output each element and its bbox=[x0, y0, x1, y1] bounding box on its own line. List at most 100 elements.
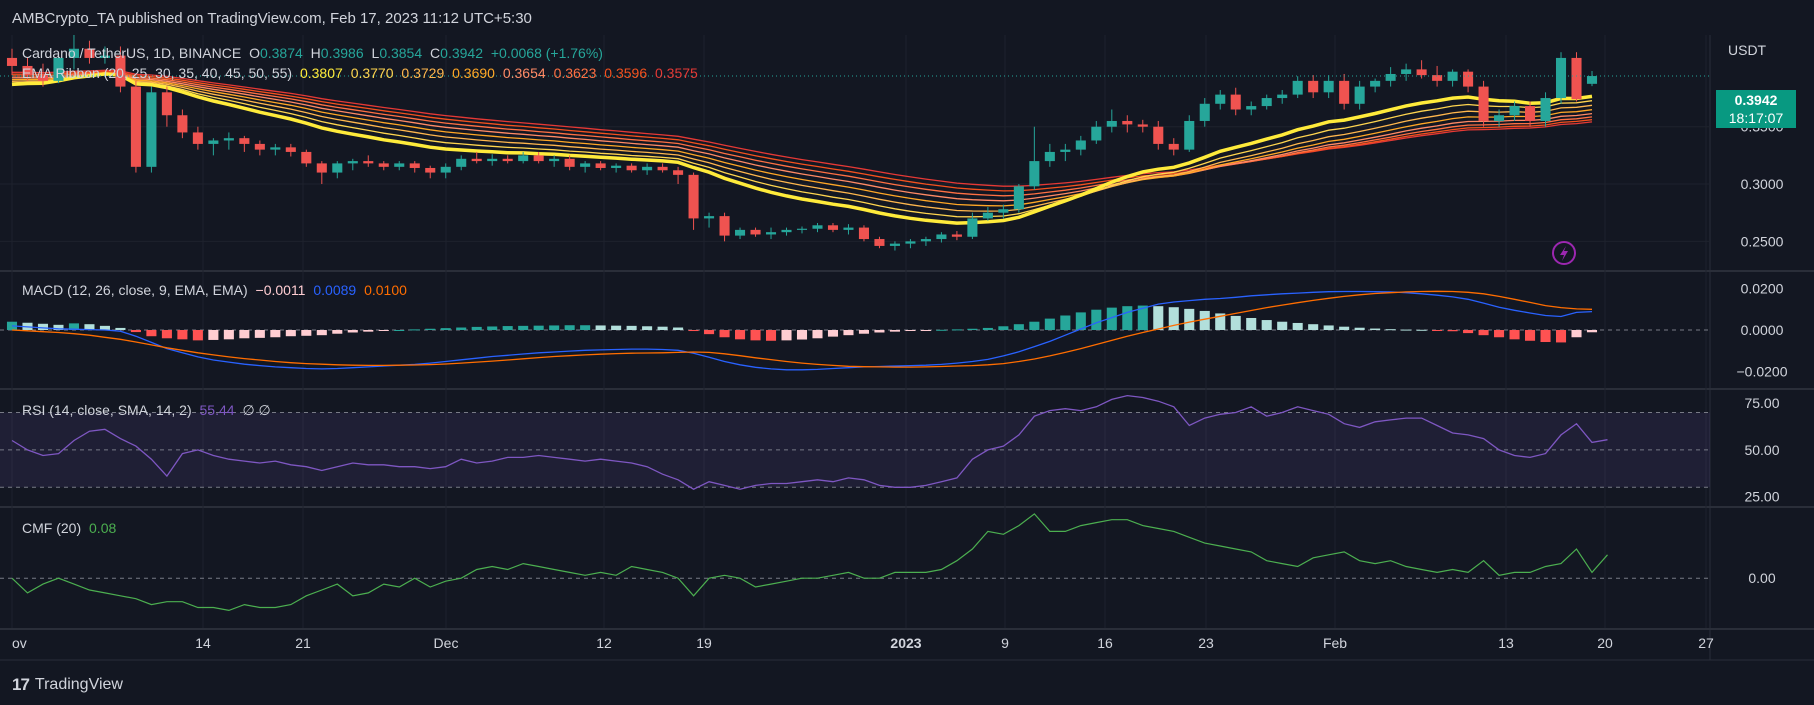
candle-body bbox=[456, 158, 467, 167]
macd-histogram-bar bbox=[611, 325, 622, 330]
macd-histogram-bar bbox=[982, 327, 993, 330]
candle-body bbox=[549, 158, 560, 162]
macd-histogram-bar bbox=[1370, 328, 1381, 330]
candle-body bbox=[1215, 94, 1226, 104]
rsi-title: RSI (14, close, SMA, 14, 2) bbox=[22, 402, 192, 418]
candle-body bbox=[1230, 94, 1241, 110]
macd-line-value: 0.0089 bbox=[313, 282, 357, 298]
macd-histogram-bar bbox=[858, 330, 869, 334]
candle-body bbox=[1013, 186, 1024, 210]
ema-ribbon-line bbox=[11, 73, 1593, 202]
candle-body bbox=[1432, 75, 1443, 81]
macd-histogram-bar bbox=[1029, 321, 1040, 330]
macd-histogram-bar bbox=[936, 329, 947, 331]
ema-value-4: 0.3690 bbox=[452, 65, 495, 81]
x-tick-label: 16 bbox=[1097, 635, 1113, 651]
candle-body bbox=[1199, 103, 1210, 121]
macd-legend: MACD (12, 26, close, 9, EMA, EMA) −0.001… bbox=[22, 282, 411, 298]
macd-histogram-bar bbox=[719, 330, 730, 338]
cmf-title: CMF (20) bbox=[22, 520, 82, 536]
cmf-legend: CMF (20) 0.08 bbox=[22, 520, 120, 536]
candle-body bbox=[1586, 76, 1598, 84]
macd-histogram-bar bbox=[192, 330, 203, 341]
macd-histogram-bar bbox=[1354, 327, 1365, 330]
candle-body bbox=[502, 158, 513, 162]
macd-histogram-bar bbox=[177, 330, 188, 340]
macd-histogram-bar bbox=[765, 330, 777, 341]
ema-value-8: 0.3575 bbox=[655, 65, 698, 81]
macd-histogram-bar bbox=[301, 330, 312, 336]
high-label: H bbox=[310, 45, 321, 61]
candle-body bbox=[735, 229, 746, 236]
candle-body bbox=[1044, 151, 1055, 162]
candle-body bbox=[1401, 69, 1412, 74]
ema-legend: EMA Ribbon (20, 25, 30, 35, 40, 45, 50, … bbox=[22, 65, 702, 81]
x-tick-label: 20 bbox=[1597, 635, 1613, 651]
candle-body bbox=[688, 174, 699, 219]
candle-body bbox=[1308, 80, 1319, 93]
macd-histogram-bar bbox=[595, 325, 606, 330]
x-tick-label: 23 bbox=[1198, 635, 1214, 651]
macd-histogram-bar bbox=[518, 325, 529, 330]
ema-ribbon-line bbox=[11, 73, 1593, 207]
macd-histogram-bar bbox=[1106, 307, 1117, 330]
macd-histogram-bar bbox=[254, 330, 265, 338]
ema-value-1: 0.3807 bbox=[299, 65, 343, 81]
candle-body bbox=[208, 140, 219, 144]
macd-histogram-bar bbox=[967, 328, 978, 330]
candle-body bbox=[642, 166, 653, 171]
macd-histogram-bar bbox=[1230, 315, 1241, 330]
macd-histogram-bar bbox=[1586, 330, 1598, 333]
candle-body bbox=[177, 115, 188, 133]
candle-body bbox=[223, 138, 234, 141]
macd-histogram-bar bbox=[735, 330, 746, 340]
candle-body bbox=[982, 212, 993, 219]
macd-histogram-bar bbox=[812, 330, 823, 339]
ema-value-5: 0.3654 bbox=[502, 65, 546, 81]
macd-histogram-bar bbox=[84, 324, 95, 330]
footer-brand[interactable]: 17 TradingView bbox=[12, 675, 123, 695]
rsi-legend: RSI (14, close, SMA, 14, 2) 55.44 ∅ ∅ bbox=[22, 402, 275, 419]
candle-body bbox=[409, 163, 420, 168]
macd-histogram-bar bbox=[564, 325, 575, 330]
candle-body bbox=[673, 170, 684, 175]
candle-body bbox=[1277, 94, 1288, 99]
lightning-glyph bbox=[1560, 246, 1568, 261]
macd-histogram-bar bbox=[642, 326, 653, 330]
candle-body bbox=[750, 229, 761, 235]
candle-body bbox=[936, 234, 947, 240]
candle-body bbox=[316, 163, 327, 173]
macd-histogram-bar bbox=[471, 326, 482, 330]
macd-histogram-bar bbox=[1525, 330, 1536, 341]
candle-body bbox=[1509, 106, 1520, 116]
macd-histogram-bar bbox=[130, 330, 141, 333]
candle-body bbox=[1292, 80, 1303, 95]
macd-histogram-bar bbox=[626, 325, 637, 330]
x-tick-label: 9 bbox=[1001, 635, 1009, 651]
macd-histogram-bar bbox=[1060, 315, 1071, 330]
candle-body bbox=[595, 163, 606, 168]
candle-body bbox=[611, 165, 622, 168]
close-label: C bbox=[430, 45, 441, 61]
price-axis-currency: USDT bbox=[1728, 42, 1767, 58]
footer-brand-label: TradingView bbox=[34, 676, 123, 693]
macd-histogram-bar bbox=[1555, 330, 1567, 343]
candle-body bbox=[6, 57, 18, 66]
candle-body bbox=[161, 92, 172, 116]
candle-body bbox=[130, 86, 141, 167]
macd-histogram-bar bbox=[1091, 309, 1102, 330]
candle-body bbox=[425, 167, 436, 173]
macd-histogram-bar bbox=[378, 330, 389, 331]
candle-body bbox=[1525, 106, 1536, 121]
rsi-tick-label: 50.00 bbox=[1744, 442, 1779, 458]
macd-histogram-bar bbox=[1509, 330, 1520, 340]
macd-histogram-bar bbox=[1184, 308, 1195, 330]
macd-histogram-bar bbox=[1571, 330, 1582, 338]
x-tick-label: 13 bbox=[1498, 635, 1514, 651]
macd-histogram-bar bbox=[409, 329, 420, 331]
candle-body bbox=[1555, 57, 1567, 99]
macd-histogram-bar bbox=[533, 325, 544, 330]
candle-body bbox=[301, 151, 312, 164]
macd-histogram-bar bbox=[1447, 330, 1458, 332]
